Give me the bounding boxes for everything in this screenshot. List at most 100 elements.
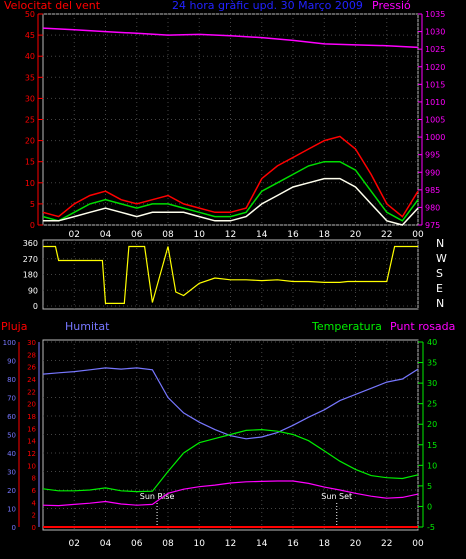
x-tick-label: 12 xyxy=(225,539,236,549)
y-tick-label-temperature: 35 xyxy=(427,359,437,368)
x-tick-label: 08 xyxy=(162,230,174,240)
y-tick-label-pressure: 1010 xyxy=(425,98,445,107)
y-tick-label-temperature: 10 xyxy=(427,461,437,470)
compass-direction-label: S xyxy=(436,267,443,280)
x-tick-label: 22 xyxy=(381,230,392,240)
y-tick-label-rain: 30 xyxy=(7,469,16,477)
y-tick-label-temperature: 30 xyxy=(427,379,437,388)
y-tick-label-temperature: -5 xyxy=(427,523,435,532)
x-tick-label: 22 xyxy=(381,539,392,549)
y-tick-label-humidity: 10 xyxy=(27,462,36,470)
compass-direction-label: N xyxy=(436,237,444,250)
y-tick-label-speed: 30 xyxy=(25,94,35,103)
y-tick-label-pressure: 980 xyxy=(425,203,440,212)
y-tick-label-pressure: 995 xyxy=(425,151,440,160)
x-tick-label: 16 xyxy=(287,230,299,240)
dew-point-line xyxy=(42,480,419,507)
y-tick-label-humidity: 18 xyxy=(27,413,36,421)
y-tick-label-rain: 0 xyxy=(12,524,16,532)
y-tick-label-speed: 25 xyxy=(25,116,35,125)
dew-point-label: Punt rosada xyxy=(390,320,455,333)
x-tick-label: 14 xyxy=(256,230,268,240)
y-tick-label-speed: 0 xyxy=(30,221,35,230)
y-tick-label-rain: 50 xyxy=(7,432,16,440)
y-tick-label-humidity: 30 xyxy=(27,339,36,347)
x-tick-label: 12 xyxy=(225,230,236,240)
x-tick-label: 20 xyxy=(350,230,362,240)
y-tick-label-pressure: 1000 xyxy=(425,133,445,142)
y-tick-label-direction: 180 xyxy=(23,271,38,280)
y-tick-label-speed: 50 xyxy=(25,10,35,19)
y-tick-label-pressure: 1005 xyxy=(425,116,445,125)
y-tick-label-speed: 20 xyxy=(25,137,35,146)
y-tick-label-direction: 360 xyxy=(23,239,38,248)
y-tick-label-temperature: 20 xyxy=(427,420,437,429)
chart-title: 24 hora gràfic upd. 30 Março 2009 xyxy=(172,0,363,12)
x-tick-label: 20 xyxy=(350,539,362,549)
y-tick-label-speed: 10 xyxy=(25,179,35,188)
temperature-label: Temperatura xyxy=(311,320,382,333)
y-tick-label-humidity: 4 xyxy=(32,499,37,507)
y-tick-label-humidity: 16 xyxy=(27,425,36,433)
y-tick-label-rain: 80 xyxy=(7,376,16,384)
y-tick-label-direction: 270 xyxy=(23,255,38,264)
pressure-line xyxy=(42,27,419,49)
y-tick-label-humidity: 2 xyxy=(32,512,36,520)
wind-speed-label: Velocitat del vent xyxy=(4,0,101,12)
x-tick-label: 10 xyxy=(194,230,206,240)
x-tick-label: 04 xyxy=(100,230,112,240)
y-tick-label-temperature: 25 xyxy=(427,400,437,409)
y-tick-label-pressure: 1035 xyxy=(425,10,445,19)
y-tick-label-humidity: 8 xyxy=(32,475,36,483)
y-tick-label-speed: 15 xyxy=(25,158,35,167)
y-tick-label-direction: 90 xyxy=(28,286,38,295)
y-tick-label-rain: 60 xyxy=(7,413,16,421)
y-tick-label-pressure: 1025 xyxy=(425,45,445,54)
y-tick-label-humidity: 0 xyxy=(32,524,36,532)
x-tick-label: 10 xyxy=(194,539,206,549)
x-tick-label: 00 xyxy=(412,230,424,240)
y-tick-label-temperature: 15 xyxy=(427,441,437,450)
y-tick-label-temperature: 5 xyxy=(427,482,432,491)
x-tick-label: 18 xyxy=(319,539,331,549)
y-tick-label-rain: 10 xyxy=(7,506,16,514)
x-tick-label: 18 xyxy=(319,230,331,240)
x-tick-label: 02 xyxy=(69,230,80,240)
pressure-label: Pressió xyxy=(372,0,411,12)
y-tick-label-pressure: 975 xyxy=(425,221,440,230)
y-tick-label-temperature: 40 xyxy=(427,338,437,347)
y-tick-label-rain: 90 xyxy=(7,358,16,366)
y-tick-label-speed: 35 xyxy=(25,73,35,82)
y-tick-label-pressure: 985 xyxy=(425,186,440,195)
y-tick-label-rain: 70 xyxy=(7,395,16,403)
y-tick-label-pressure: 990 xyxy=(425,168,440,177)
wind-average-line xyxy=(43,177,419,226)
compass-direction-label: E xyxy=(436,282,443,295)
y-tick-label-humidity: 14 xyxy=(27,438,36,446)
y-tick-label-humidity: 24 xyxy=(27,376,36,384)
x-tick-label: 00 xyxy=(412,539,424,549)
y-tick-label-speed: 40 xyxy=(25,52,35,61)
x-tick-label: 04 xyxy=(100,539,112,549)
y-tick-label-rain: 40 xyxy=(7,450,16,458)
wind-speed-line xyxy=(42,135,419,218)
y-tick-label-pressure: 1020 xyxy=(425,63,445,72)
humidity-label: Humitat xyxy=(65,320,110,333)
y-tick-label-temperature: 0 xyxy=(427,502,432,511)
compass-direction-label: N xyxy=(436,297,444,310)
x-tick-label: 16 xyxy=(287,539,299,549)
y-tick-label-humidity: 28 xyxy=(27,351,36,359)
compass-direction-label: W xyxy=(436,252,447,265)
y-tick-label-humidity: 26 xyxy=(27,364,36,372)
y-tick-label-humidity: 22 xyxy=(27,388,36,396)
sun-set-label: Sun Set xyxy=(321,492,352,501)
sun-rise-label: Sun Rise xyxy=(140,492,175,501)
x-tick-label: 08 xyxy=(162,539,174,549)
x-tick-label: 14 xyxy=(256,539,268,549)
x-tick-label: 06 xyxy=(131,230,143,240)
y-tick-label-speed: 45 xyxy=(25,31,35,40)
y-tick-label-rain: 20 xyxy=(7,487,16,495)
wind-direction-line xyxy=(43,245,418,304)
x-tick-label: 06 xyxy=(131,539,143,549)
